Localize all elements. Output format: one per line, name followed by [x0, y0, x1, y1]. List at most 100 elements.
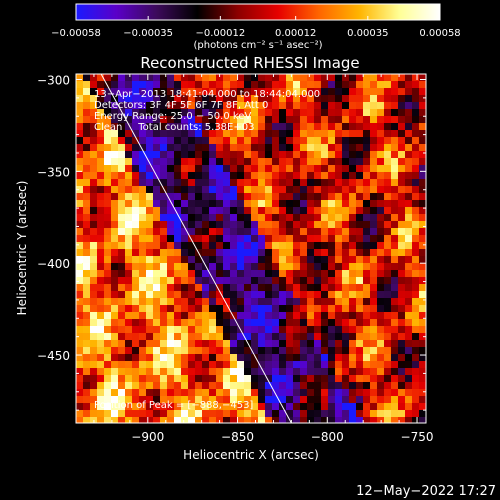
heatmap-cell: [223, 242, 231, 250]
heatmap-cell: [321, 137, 329, 145]
heatmap-cell: [167, 74, 175, 82]
heatmap-cell: [328, 403, 336, 411]
heatmap-cell: [188, 102, 196, 110]
heatmap-cell: [125, 340, 133, 348]
heatmap-cell: [342, 144, 350, 152]
heatmap-cell: [363, 109, 371, 117]
heatmap-cell: [125, 123, 133, 131]
heatmap-cell: [153, 347, 161, 355]
heatmap-cell: [223, 116, 231, 124]
heatmap-cell: [279, 95, 287, 103]
heatmap-cell: [230, 81, 238, 89]
heatmap-cell: [202, 270, 210, 278]
heatmap-cell: [335, 298, 343, 306]
heatmap-cell: [258, 221, 266, 229]
y-tick-label: −350: [37, 165, 70, 179]
heatmap-cell: [342, 361, 350, 369]
heatmap-cell: [76, 256, 84, 264]
heatmap-cell: [181, 242, 189, 250]
heatmap-cell: [328, 417, 336, 423]
heatmap-cell: [307, 291, 315, 299]
heatmap-cell: [139, 81, 147, 89]
heatmap-cell: [216, 109, 224, 117]
heatmap-cell: [216, 81, 224, 89]
heatmap-cell: [230, 333, 238, 341]
heatmap-cell: [153, 186, 161, 194]
heatmap-cell: [258, 375, 266, 383]
heatmap-cell: [237, 319, 245, 327]
heatmap-cell: [300, 109, 308, 117]
heatmap-cell: [83, 312, 91, 320]
heatmap-cell: [209, 340, 217, 348]
heatmap-cell: [237, 179, 245, 187]
heatmap-cell: [265, 193, 273, 201]
heatmap-cell: [104, 144, 112, 152]
heatmap-cell: [230, 144, 238, 152]
heatmap-cell: [272, 340, 280, 348]
heatmap-cell: [321, 74, 329, 82]
heatmap-cell: [97, 333, 105, 341]
heatmap-cell: [300, 417, 308, 423]
heatmap-cell: [125, 270, 133, 278]
heatmap-cell: [90, 333, 98, 341]
heatmap-cell: [139, 305, 147, 313]
heatmap-cell: [153, 291, 161, 299]
heatmap-cell: [370, 137, 378, 145]
heatmap-cell: [90, 347, 98, 355]
heatmap-cell: [97, 340, 105, 348]
heatmap-cell: [188, 137, 196, 145]
heatmap-cell: [293, 368, 301, 376]
heatmap-cell: [146, 158, 154, 166]
heatmap-cell: [286, 116, 294, 124]
heatmap-cell: [209, 221, 217, 229]
heatmap-cell: [398, 389, 406, 397]
heatmap-cell: [370, 123, 378, 131]
heatmap-cell: [97, 326, 105, 334]
heatmap-cell: [167, 270, 175, 278]
heatmap-cell: [363, 151, 371, 159]
heatmap-cell: [307, 123, 315, 131]
heatmap-cell: [412, 305, 420, 313]
heatmap-cell: [300, 235, 308, 243]
heatmap-cell: [363, 200, 371, 208]
heatmap-cell: [132, 305, 140, 313]
heatmap-cell: [314, 361, 322, 369]
heatmap-cell: [412, 137, 420, 145]
heatmap-cell: [265, 389, 273, 397]
heatmap-cell: [237, 81, 245, 89]
heatmap-cell: [405, 403, 413, 411]
heatmap-cell: [195, 179, 203, 187]
heatmap-cell: [202, 200, 210, 208]
heatmap-cell: [174, 312, 182, 320]
heatmap-cell: [104, 158, 112, 166]
heatmap-cell: [384, 193, 392, 201]
heatmap-cell: [181, 354, 189, 362]
heatmap-cell: [279, 137, 287, 145]
heatmap-cell: [279, 277, 287, 285]
heatmap-cell: [405, 375, 413, 383]
heatmap-cell: [195, 291, 203, 299]
heatmap-cell: [244, 396, 252, 404]
heatmap-cell: [125, 354, 133, 362]
heatmap-cell: [97, 116, 105, 124]
heatmap-cell: [195, 326, 203, 334]
heatmap-cell: [167, 123, 175, 131]
heatmap-cell: [363, 361, 371, 369]
heatmap-cell: [167, 291, 175, 299]
heatmap-cell: [258, 284, 266, 292]
heatmap-cell: [265, 298, 273, 306]
heatmap-cell: [104, 333, 112, 341]
heatmap-cell: [139, 235, 147, 243]
heatmap-cell: [412, 256, 420, 264]
heatmap-cell: [293, 130, 301, 138]
heatmap-cell: [209, 270, 217, 278]
heatmap-cell: [181, 95, 189, 103]
heatmap-cell: [363, 249, 371, 257]
heatmap-cell: [230, 375, 238, 383]
heatmap-cell: [251, 375, 259, 383]
heatmap-cell: [356, 326, 364, 334]
heatmap-cell: [342, 172, 350, 180]
heatmap-cell: [398, 249, 406, 257]
heatmap-cell: [188, 382, 196, 390]
heatmap-cell: [216, 158, 224, 166]
